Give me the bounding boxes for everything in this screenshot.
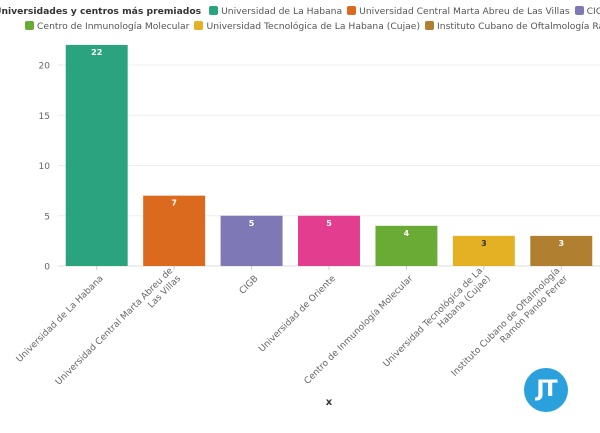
legend-item[interactable]: CIGB [574, 4, 600, 19]
bar-value-label: 22 [91, 48, 102, 57]
bar[interactable] [143, 195, 206, 266]
bar[interactable] [452, 235, 515, 266]
legend-row: Universidades y centros más premiados Un… [0, 4, 600, 19]
bar[interactable] [530, 235, 593, 266]
x-axis-title: x [326, 397, 333, 408]
x-tick-label-line: Universidad Central Marta Abreu de [54, 266, 176, 388]
legend-item[interactable]: Universidad Tecnológica de La Habana (Cu… [194, 19, 420, 34]
x-tick-label: Universidad de Oriente [257, 274, 338, 355]
legend-label: Instituto Cubano de Oftalmología Ramón P… [437, 21, 600, 32]
legend-swatch [347, 6, 357, 15]
legend-item[interactable]: Centro de Inmunología Molecular [25, 19, 189, 34]
bars: 22 7 5 5 4 3 3 [65, 44, 593, 267]
y-tick-label: 10 [39, 162, 51, 172]
legend-swatch [574, 6, 584, 15]
bar-value-label: 5 [326, 219, 332, 228]
bar-value-label: 4 [404, 229, 410, 238]
y-tick-label: 0 [44, 263, 50, 273]
legend-item[interactable]: Instituto Cubano de Oftalmología Ramón P… [425, 19, 600, 34]
bar[interactable] [220, 215, 283, 266]
legend-label: Universidad Tecnológica de La Habana (Cu… [206, 21, 421, 32]
bar[interactable] [65, 44, 128, 267]
legend-label: CIGB [586, 6, 600, 17]
legend-row: Centro de Inmunología Molecular Universid… [20, 19, 600, 34]
legend-swatch [425, 21, 435, 30]
bar-value-label: 7 [171, 199, 177, 208]
bar[interactable] [298, 215, 360, 266]
legend-label: Universidad Central Marta Abreu de Las V… [359, 6, 570, 17]
y-tick-label: 20 [39, 62, 51, 72]
legend-swatch [209, 6, 219, 15]
x-tick-label: CIGB [238, 274, 261, 297]
y-tick-label: 5 [44, 212, 50, 222]
y-tick-label: 15 [39, 112, 50, 122]
bar[interactable] [375, 225, 438, 266]
legend-item[interactable]: Universidad Central Marta Abreu de Las V… [347, 4, 570, 19]
legend-title: Universidades y centros más premiados [0, 6, 202, 17]
x-tick-label-line: CIGB [238, 274, 261, 297]
legend-label: Universidad de La Habana [221, 6, 343, 17]
x-tick-label-line: Ramón Pando Ferrer [498, 273, 571, 346]
x-tick-label-line: Universidad de Oriente [257, 274, 338, 355]
y-axis: 0 5 10 15 20 [39, 62, 51, 273]
legend-swatch [25, 21, 34, 30]
bar-value-label: 5 [249, 219, 255, 228]
legend-item[interactable]: Universidad de La Habana [209, 4, 342, 19]
bar-value-label: 3 [481, 239, 487, 248]
jt-logo: JT [524, 368, 568, 412]
legend-swatch [194, 21, 204, 30]
legend-label: Centro de Inmunología Molecular [37, 21, 190, 32]
bar-value-label: 3 [558, 239, 564, 248]
